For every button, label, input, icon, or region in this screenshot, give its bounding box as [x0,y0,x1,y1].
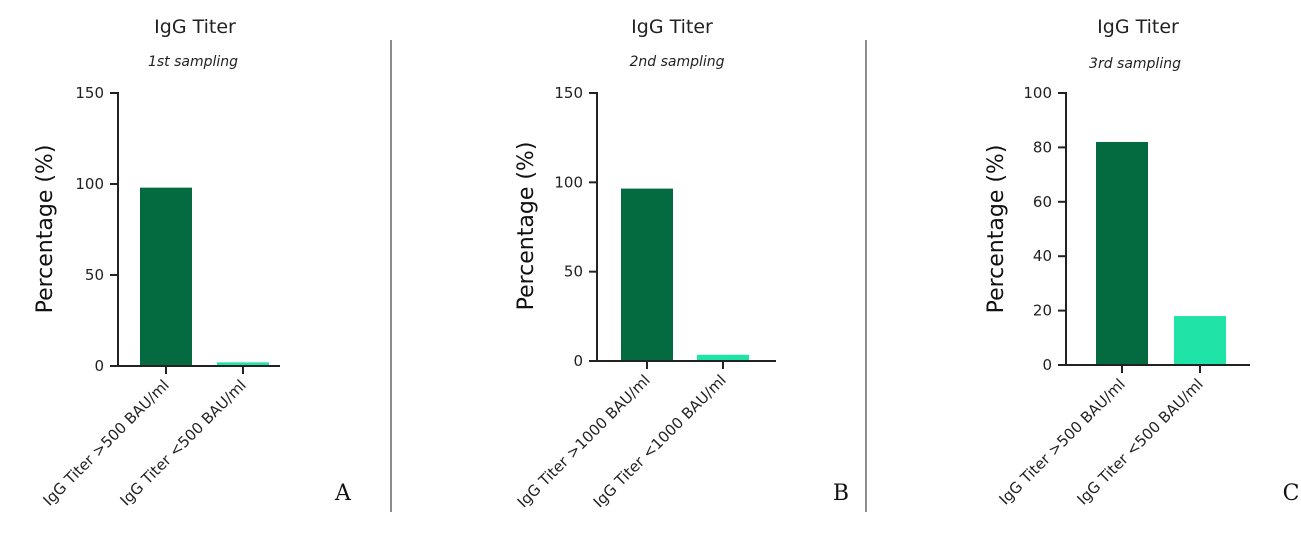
panel-a: IgG Titer 1st sampling Percentage (%) 0 5… [33,16,352,509]
panel-c-axes [1065,92,1250,366]
panel-a-category-label-1: IgG Titer >500 BAU/ml [39,376,172,509]
panel-b-subtitle: 2nd sampling [629,54,724,70]
panel-a-subtitle: 1st sampling [148,54,238,70]
panel-b-bar-2 [697,354,749,361]
panel-c-y-tick-label-5: 100 [1023,84,1052,102]
panel-c-y-tick-label-2: 40 [1033,247,1052,265]
panel-c: IgG Titer 3rd sampling Percentage (%) 0 2… [984,16,1299,508]
panel-c-bars [1096,141,1226,365]
panel-b-y-tick-label-3: 150 [554,84,583,102]
panel-b-letter: B [833,481,849,506]
panel-b-title: IgG Titer [631,16,713,38]
panel-a-bar-2 [217,362,269,366]
panel-a-title: IgG Titer [154,16,236,38]
panel-a-bars [140,187,269,366]
panel-c-category-label-2: IgG Titer <500 BAU/ml [1073,375,1206,508]
panel-a-y-tick-label-2: 100 [75,175,104,193]
panel-c-category-label-1: IgG Titer >500 BAU/ml [995,375,1128,508]
panel-b-y-axis-label: Percentage (%) [514,142,539,311]
panel-b-category-label-1: IgG Titer >1000 BAU/ml [514,371,654,511]
panel-b: IgG Titer 2nd sampling Percentage (%) 0 5… [514,16,849,511]
panel-c-title: IgG Titer [1097,16,1179,38]
panel-b-y-tick-label-2: 100 [554,173,583,191]
panel-a-y-tick-label-0: 0 [94,357,104,375]
panel-b-y-tick-label-1: 50 [564,263,583,281]
panel-a-y-ticks: 0 50 100 150 [75,84,118,375]
panel-c-y-tick-label-3: 60 [1033,193,1052,211]
panel-c-y-tick-label-4: 80 [1033,138,1052,156]
panel-a-y-axis-label: Percentage (%) [33,145,58,314]
panel-b-y-tick-label-0: 0 [573,352,583,370]
panel-a-category-label-2: IgG Titer <500 BAU/ml [116,376,249,509]
panel-c-y-axis-label: Percentage (%) [984,145,1009,314]
panel-a-y-tick-label-1: 50 [85,266,104,284]
panel-c-subtitle: 3rd sampling [1089,56,1181,72]
panel-c-bar-1 [1096,141,1148,365]
panel-c-bar-2 [1174,316,1226,365]
panel-c-y-tick-label-0: 0 [1042,356,1052,374]
panel-b-category-label-2: IgG Titer <1000 BAU/ml [590,371,730,511]
panel-a-axes [117,92,280,367]
panel-a-letter: A [334,481,352,506]
panel-b-y-ticks: 0 50 100 150 [554,84,597,370]
panel-a-bar-1 [140,187,192,366]
panel-c-letter: C [1283,481,1300,506]
panel-a-y-tick-label-3: 150 [75,84,104,102]
panel-c-y-ticks: 0 20 40 60 80 100 [1023,84,1066,374]
panel-b-bar-1 [621,188,673,361]
panel-b-bars [621,188,749,361]
panel-b-axes [596,92,776,362]
panel-c-y-tick-label-1: 20 [1033,302,1052,320]
